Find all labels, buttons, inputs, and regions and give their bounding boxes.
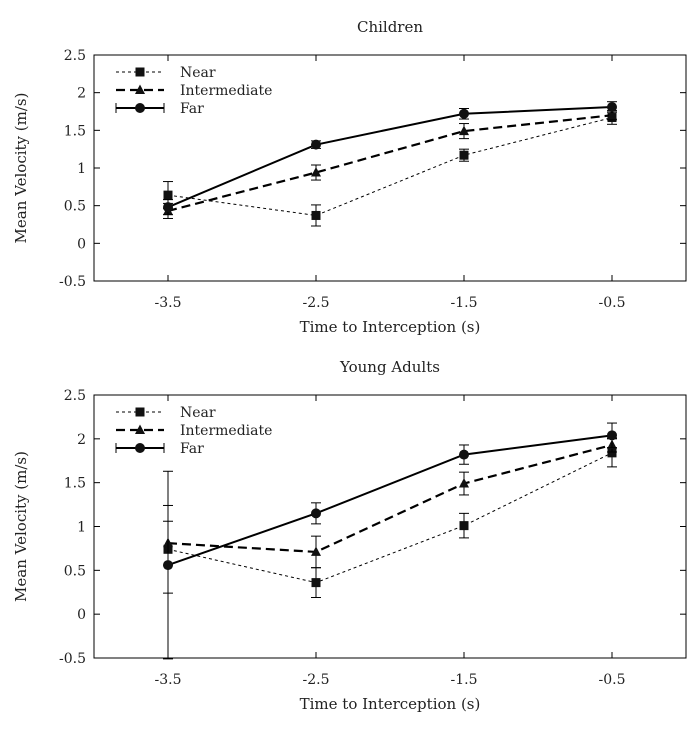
x-tick-label: -3.5 (155, 672, 182, 688)
y-tick-label: 1.5 (64, 476, 86, 492)
data-point-near (163, 190, 173, 200)
series-line-intermediate (167, 114, 613, 213)
series-near (163, 110, 617, 227)
y-tick-label: -0.5 (59, 274, 86, 290)
y-tick-label: 0 (77, 607, 86, 623)
y-tick-label: 1 (77, 520, 86, 536)
x-tick-label: -2.5 (303, 672, 330, 688)
x-tick-label: -1.5 (451, 672, 478, 688)
y-tick-label: 1.5 (64, 123, 86, 139)
y-tick-label: 2 (77, 432, 86, 448)
y-tick-label: 0 (77, 236, 86, 252)
legend-label-far: Far (180, 101, 204, 117)
series-line-intermediate (167, 443, 613, 554)
series-intermediate (163, 109, 617, 219)
series-line-near (167, 452, 613, 584)
legend-marker-near (135, 407, 145, 417)
legend-marker-intermediate (135, 84, 145, 94)
chart-children: Children Time to Interception (s) Mean Vel… (12, 18, 687, 336)
legend: Near Intermediate Far (115, 65, 272, 117)
series-far (163, 101, 617, 216)
chart-title: Children (357, 18, 423, 36)
series-intermediate (163, 437, 617, 569)
x-axis-label: Time to Interception (s) (300, 318, 481, 336)
y-tick-label: 1 (77, 161, 86, 177)
data-point-far (311, 139, 321, 150)
data-point-near (311, 578, 321, 588)
chart-young-adults: Young Adults Time to Interception (s) Mean… (12, 358, 687, 713)
series-line-far (167, 434, 613, 567)
legend: Near Intermediate Far (115, 405, 272, 457)
y-tick-label: 0.5 (64, 199, 86, 215)
x-tick-label: -0.5 (599, 295, 626, 311)
legend-label-near: Near (180, 65, 216, 81)
data-point-intermediate (311, 546, 321, 556)
x-tick-label: -3.5 (155, 295, 182, 311)
legend-label-intermediate: Intermediate (180, 423, 272, 439)
legend-marker-near (135, 67, 145, 77)
y-axis-label: Mean Velocity (m/s) (12, 451, 30, 602)
series-far (163, 422, 617, 660)
data-point-far (459, 449, 469, 460)
data-point-far (311, 508, 321, 519)
x-tick-label: -2.5 (303, 295, 330, 311)
data-point-far (163, 560, 173, 571)
legend-label-near: Near (180, 405, 216, 421)
x-axis-label: Time to Interception (s) (300, 695, 481, 713)
data-point-intermediate (607, 109, 617, 120)
series-line-far (167, 105, 613, 209)
chart-title: Young Adults (339, 358, 440, 376)
y-tick-label: 0.5 (64, 563, 86, 579)
data-point-intermediate (459, 125, 469, 136)
y-axis-label: Mean Velocity (m/s) (12, 93, 30, 244)
legend-marker-far (135, 443, 145, 453)
legend-marker-far (135, 103, 145, 113)
data-point-intermediate (311, 167, 321, 177)
legend-label-intermediate: Intermediate (180, 83, 272, 99)
data-point-near (459, 150, 469, 160)
y-tick-label: 2.5 (64, 388, 86, 404)
x-tick-label: -1.5 (451, 295, 478, 311)
data-point-far (607, 101, 617, 112)
data-point-far (163, 202, 173, 213)
data-point-near (311, 210, 321, 220)
data-point-near (607, 448, 617, 458)
y-tick-label: 2.5 (64, 48, 86, 64)
data-point-intermediate (459, 478, 469, 488)
legend-marker-intermediate (135, 424, 145, 434)
series-line-near (167, 117, 613, 216)
data-point-far (459, 108, 469, 119)
y-tick-label: -0.5 (59, 651, 86, 667)
y-tick-label: 2 (77, 86, 86, 102)
data-point-near (459, 521, 469, 531)
legend-label-far: Far (180, 441, 204, 457)
x-tick-label: -0.5 (599, 672, 626, 688)
data-point-far (607, 430, 617, 441)
